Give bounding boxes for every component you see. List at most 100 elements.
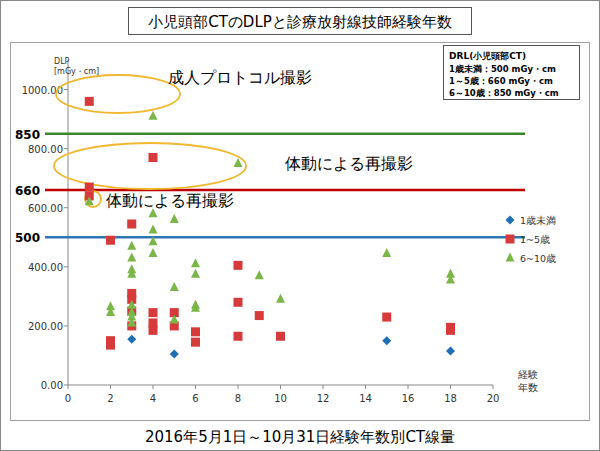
point [234,261,243,270]
point [446,347,455,356]
drl-item: 1～5歳：660 mGy・cm [449,76,553,86]
y-tick-label: 400.00 [28,262,63,273]
x-tick [493,385,494,389]
chart-frame [11,43,590,421]
reference-label: 850 [15,128,40,142]
x-tick-label: 2 [107,393,113,404]
point [234,158,243,167]
point [191,258,200,267]
y-tick [64,207,68,208]
point [170,315,179,324]
y-tick-label: 600.00 [28,203,63,214]
drl-title: DRL(小児頭部CT) [449,51,526,61]
x-tick [323,385,324,389]
point [255,270,264,279]
x-tick [195,385,196,389]
y-tick [64,266,68,267]
y-axis [68,60,69,385]
y-tick [64,385,68,386]
y-tick-label: 800.00 [28,144,63,155]
y-tick-label: 0.00 [41,380,63,391]
point [170,349,179,358]
x-tick-label: 0 [65,393,71,404]
drl-box [444,46,580,100]
point [255,311,264,320]
point [149,153,158,162]
title-box [129,8,472,35]
x-tick-label: 16 [402,393,415,404]
x-tick [68,385,69,389]
point [170,214,179,223]
point [191,303,200,312]
x-tick [238,385,239,389]
reference-label: 500 [15,231,40,245]
point [127,252,136,261]
legend-marker [506,235,515,244]
y-tick-label: 200.00 [28,321,63,332]
point [382,313,391,322]
reference-line [45,236,525,239]
legend-label: 1~5歳 [520,234,550,245]
legend-label: 1歳未満 [520,215,556,226]
y-tick [64,148,68,149]
point [106,307,115,316]
x-tick [110,385,111,389]
x-axis-label-line: 年数 [518,382,538,393]
x-tick [365,385,366,389]
y-axis-label-line: [mGy・cm] [54,67,99,76]
x-tick-label: 6 [192,393,198,404]
x-tick-label: 20 [487,393,500,404]
annotation: 成人プロトコル撮影 [168,68,312,87]
x-tick [450,385,451,389]
point [446,326,455,335]
point [149,224,158,233]
y-tick [64,325,68,326]
x-tick [280,385,281,389]
annotation: 体動による再撮影 [285,154,413,173]
drl-item: 1歳未満：500 mGy・cm [449,64,556,74]
point [106,341,115,350]
y-tick [64,89,68,90]
x-tick-label: 8 [235,393,241,404]
point [276,294,285,303]
point [149,236,158,245]
x-tick-label: 12 [317,393,330,404]
drl-item: 6～10歳：850 mGy・cm [449,88,559,98]
point [127,269,136,278]
subtitle: 2016年5月1日～10月31日経験年数別CT線量 [145,428,455,446]
point [85,97,94,106]
x-axis-label: 経験年数 [517,369,538,393]
point [149,308,158,317]
point [127,317,136,326]
point [276,332,285,341]
point [234,332,243,341]
point [106,236,115,245]
x-tick [153,385,154,389]
annotation-ellipse [54,143,246,189]
point [234,298,243,307]
point [149,326,158,335]
point [85,196,94,205]
annotation-ellipse [85,191,101,207]
point [170,282,179,291]
reference-label: 660 [15,184,40,198]
point [127,241,136,250]
x-tick [408,385,409,389]
x-tick-label: 18 [444,393,457,404]
point [382,248,391,257]
point [191,338,200,347]
point [191,269,200,278]
points [85,97,455,359]
point [127,335,136,344]
x-axis-label-line: 経験 [517,369,538,380]
point [85,183,94,192]
y-axis-label-line: DLP [54,57,70,66]
legend-label: 6~10歳 [520,253,556,264]
x-tick-label: 14 [359,393,372,404]
legend-marker [506,216,515,225]
annotation: 体動による再撮影 [106,191,234,210]
x-tick-label: 10 [274,393,287,404]
reference-line [45,133,525,136]
page-frame [1,1,600,451]
point [127,219,136,228]
